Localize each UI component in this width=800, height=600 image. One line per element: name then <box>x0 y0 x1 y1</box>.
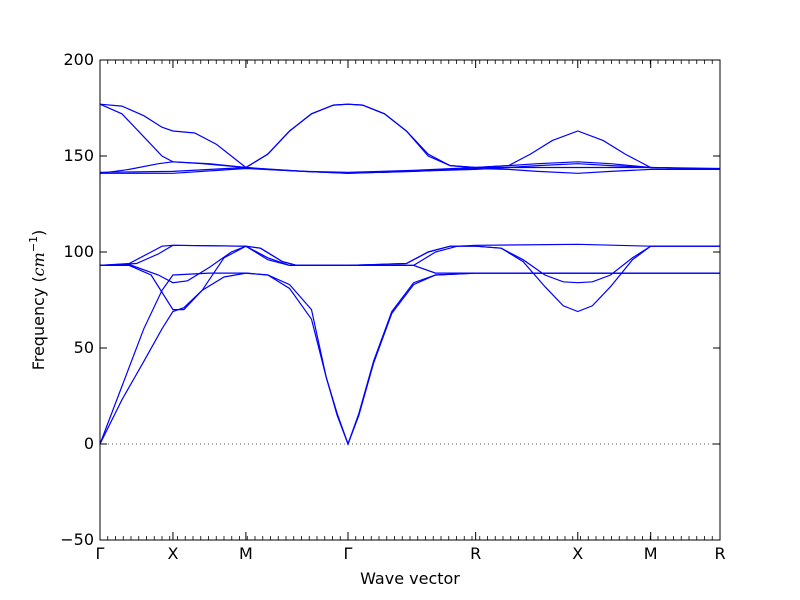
x-tick-label: Γ <box>96 544 105 563</box>
y-tick-label: 150 <box>63 146 94 165</box>
y-tick-label: 200 <box>63 50 94 69</box>
x-tick-label: R <box>470 544 481 563</box>
y-tick-label: 0 <box>84 434 94 453</box>
band-line-6 <box>99 243 720 266</box>
band-line-10 <box>100 167 720 174</box>
phonon-bands <box>99 103 721 446</box>
x-tick-label: X <box>572 544 583 563</box>
y-tick-label: 50 <box>74 338 94 357</box>
y-axis-label-text: Frequency ( <box>29 276 48 370</box>
x-tick-label: Γ <box>344 544 353 563</box>
y-axis-label: Frequency (cm−1) <box>27 230 48 371</box>
y-tick-label: −50 <box>60 530 94 549</box>
band-line-11 <box>99 166 721 173</box>
y-axis-ticks: −50 0 50 100 150 200 <box>60 50 720 549</box>
plot-frame <box>99 59 721 541</box>
y-axis-label-exponent: −1 <box>27 236 40 252</box>
y-axis-label-unit: cm <box>29 252 48 276</box>
y-axis-label-close: ) <box>29 230 48 236</box>
band-line-8 <box>99 103 721 170</box>
x-tick-label: M <box>239 544 253 563</box>
minor-ticks <box>99 60 721 540</box>
band-line-4 <box>100 245 720 313</box>
x-tick-label: R <box>714 544 725 563</box>
x-axis-label: Wave vector <box>360 569 460 588</box>
x-tick-label: M <box>644 544 658 563</box>
plot-background <box>100 60 720 540</box>
x-tick-label: X <box>167 544 178 563</box>
y-tick-label: 100 <box>63 242 94 261</box>
